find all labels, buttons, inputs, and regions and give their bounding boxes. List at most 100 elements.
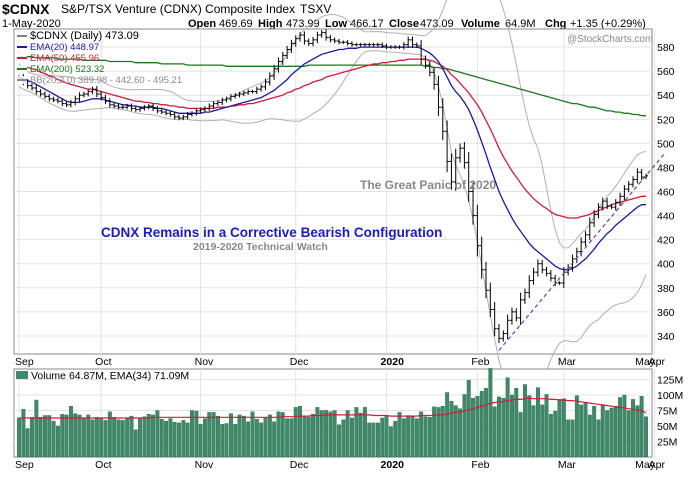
price-bar <box>324 29 329 41</box>
volume-bar <box>224 423 229 458</box>
index-name: S&P/TSX Venture (CDNX) Composite Index <box>61 2 295 16</box>
price-bar <box>272 64 277 80</box>
price-bar <box>73 95 78 106</box>
volume-bar <box>189 410 194 458</box>
volume-bar <box>553 410 558 458</box>
volume-bar <box>324 410 328 458</box>
trend-line <box>498 152 666 351</box>
volume-bar <box>168 418 173 458</box>
volume-bar <box>107 411 112 458</box>
volume-bar <box>38 417 43 458</box>
price-bar <box>414 42 419 49</box>
volume-bar <box>583 402 588 458</box>
price-bar <box>453 148 458 191</box>
volume-bar <box>544 394 549 458</box>
volume-bar <box>566 419 571 458</box>
price-bar <box>280 51 285 66</box>
legend-entry: BB(20,2.0) 389.98 - 442.60 - 495.21 <box>30 75 182 86</box>
price-bar <box>181 114 186 121</box>
volume-bar <box>518 412 523 458</box>
price-bar <box>509 307 514 325</box>
volume-bar <box>635 405 640 458</box>
volume-bar <box>514 388 519 458</box>
volume-bar <box>622 394 627 458</box>
volume-axis: 25M 50M 75M 100M 125M <box>657 375 683 449</box>
price-bar <box>103 94 108 105</box>
date-tick-label: Apr <box>649 459 666 471</box>
volume-bar <box>94 417 99 458</box>
price-bar <box>315 31 320 44</box>
price-bar <box>466 152 471 202</box>
volume-bar <box>440 406 445 458</box>
volume-bar <box>432 406 437 458</box>
chart-date: 1-May-2020 <box>2 18 61 30</box>
price-bar <box>544 266 549 277</box>
price-bar <box>81 91 86 98</box>
volume-bar <box>644 416 648 458</box>
price-bar <box>419 40 424 65</box>
volume-bar <box>81 417 86 458</box>
volume-bar <box>618 397 622 458</box>
volume-bar <box>311 414 315 458</box>
volume-bar <box>479 391 484 458</box>
price-bar <box>518 292 523 326</box>
ema200-line <box>19 56 646 117</box>
price-bar <box>90 86 95 95</box>
volume-bar <box>285 418 290 458</box>
high-label: High <box>258 18 283 30</box>
price-bar <box>164 109 169 116</box>
price-bar <box>371 42 376 47</box>
ema20-line <box>18 46 646 271</box>
volume-bar <box>406 415 411 458</box>
legend-entry: EMA(200) 523.32 <box>30 64 104 75</box>
price-bar <box>492 301 497 337</box>
price-bar <box>336 38 341 45</box>
price-tick-label: 580 <box>657 42 675 54</box>
volume-tick-label: 125M <box>657 375 683 387</box>
volume-bar <box>471 397 475 458</box>
date-tick-label: Sep <box>15 356 34 368</box>
price-bar <box>302 31 307 45</box>
volume-bar <box>579 404 584 458</box>
price-bar <box>55 97 60 104</box>
price-bar <box>540 260 545 274</box>
volume-bar <box>358 412 363 458</box>
volume-bar <box>609 407 614 458</box>
volume-bar <box>540 404 545 458</box>
price-bar <box>618 192 623 206</box>
volume-bar <box>445 392 450 458</box>
legend-entry: EMA(50) 455.96 <box>30 53 99 64</box>
price-bar <box>151 103 156 111</box>
volume-bar <box>207 412 212 458</box>
price-bar <box>341 40 346 45</box>
price-bar <box>423 55 428 69</box>
volume-bars <box>17 368 648 458</box>
volume-bar <box>34 399 39 458</box>
volume-bar <box>561 398 566 458</box>
volume-bar <box>505 377 510 458</box>
volume-bar <box>414 418 419 458</box>
volume-bar <box>254 419 259 458</box>
price-bar <box>86 89 91 97</box>
date-tick-label: Nov <box>195 459 214 471</box>
volume-bar <box>164 420 169 458</box>
price-tick-label: 540 <box>657 90 675 102</box>
price-bar <box>505 314 510 340</box>
chg-label: Chg <box>545 18 566 30</box>
volume-bar <box>241 415 246 458</box>
price-bar <box>587 217 592 241</box>
price-bar <box>332 37 337 44</box>
price-bar <box>189 111 194 117</box>
volume-bar <box>510 394 514 458</box>
volume-bar <box>626 410 631 458</box>
volume-bar <box>133 429 138 458</box>
close-label: Close <box>389 18 419 30</box>
date-tick-label: May <box>635 459 656 471</box>
volume-bar <box>384 415 389 458</box>
volume-bar <box>112 417 117 458</box>
date-tick-label: Apr <box>649 356 666 368</box>
volume-bar <box>237 414 242 458</box>
price-bar <box>496 324 501 344</box>
volume-tick-label: 75M <box>657 406 677 418</box>
exchange-label: TSXV <box>300 2 331 16</box>
